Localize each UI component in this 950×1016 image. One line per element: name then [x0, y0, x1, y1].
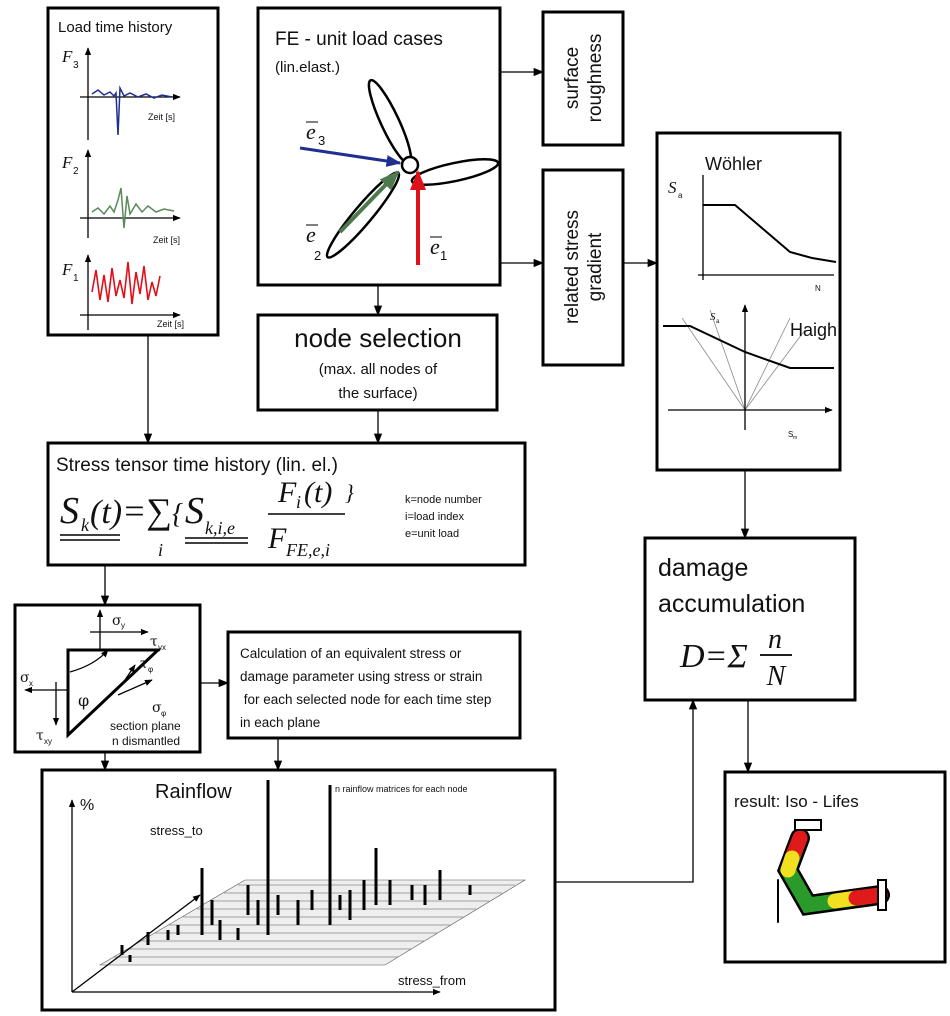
rainflow-title: Rainflow: [155, 781, 232, 803]
tau-phi: τ: [140, 656, 148, 672]
shape: [795, 820, 821, 830]
tau-yx: τ: [150, 634, 158, 650]
f3-label: F: [61, 47, 73, 66]
e1-label: e: [430, 234, 440, 259]
f2-axis: Zeit [s]: [153, 235, 180, 245]
formula-part: {: [172, 499, 183, 530]
formula-part: i: [296, 492, 301, 512]
e3-label: e: [306, 119, 316, 144]
result-title: result: Iso - Lifes: [734, 792, 859, 811]
load-history-title: Load time history: [58, 19, 173, 36]
f2-label: F: [61, 153, 73, 172]
diagram: Load time history F 3 Zeit [s] F 2 Zeit …: [0, 0, 950, 1016]
formula-note: i=load index: [405, 511, 465, 523]
damage-formula-lhs: D=Σ: [679, 638, 748, 675]
stress-tensor-title: Stress tensor time history (lin. el.): [56, 455, 338, 476]
body: Load time history F 3 Zeit [s] F 2 Zeit …: [0, 0, 950, 1016]
f3-axis: Zeit [s]: [148, 112, 175, 122]
e2-sub: 2: [314, 248, 321, 263]
line-shape: [555, 700, 693, 882]
sigma-x-sub: x: [29, 679, 33, 688]
surface-roughness-box: [543, 12, 623, 145]
calculation-line: in each plane: [240, 715, 320, 730]
f1-axis: Zeit [s]: [157, 319, 184, 329]
e3-sub: 3: [318, 133, 325, 148]
tau-xy-sub: xy: [44, 737, 52, 746]
formula-part: (t): [304, 476, 332, 509]
f1-sub: 1: [73, 273, 79, 284]
node-selection-title: node selection: [294, 323, 462, 353]
surface-roughness-line: surface: [562, 47, 583, 109]
rainflow-y-label: %: [80, 797, 94, 814]
calculation-line: for each selected node for each time ste…: [240, 692, 491, 707]
fe-subtitle: (lin.elast.): [275, 59, 340, 76]
rainflow-axis-from: stress_from: [398, 973, 466, 988]
formula-part: (t): [90, 494, 122, 531]
formula-part: F: [267, 522, 287, 555]
woehler-title: Wöhler: [705, 154, 762, 174]
sigma-phi-sub: φ: [161, 709, 166, 718]
formula-part: FE,e,i: [285, 540, 330, 560]
tau-phi-sub: φ: [148, 665, 153, 674]
woehler-y-sub: a: [678, 191, 683, 200]
calculation-line: damage parameter using stress or strain: [240, 669, 482, 684]
sigma-y-sub: y: [121, 621, 125, 630]
e1-sub: 1: [440, 248, 447, 263]
f2-sub: 2: [73, 166, 79, 177]
woehler-haigh-box: [657, 133, 840, 470]
damage-formula-numerator: n: [768, 624, 782, 655]
formula-part: =∑: [122, 491, 172, 531]
formula-part: k: [81, 515, 90, 535]
stress-gradient-line: related stress: [562, 210, 583, 324]
shape: [402, 157, 418, 173]
stress-gradient-line: gradient: [585, 232, 606, 301]
shape: [878, 880, 886, 910]
formula-note: e=unit load: [405, 528, 459, 540]
f1-label: F: [61, 260, 73, 279]
f3-sub: 3: [73, 60, 79, 71]
tau-yx-sub: yx: [158, 643, 166, 652]
formula-part: }: [345, 480, 354, 505]
rainflow-axis-to: stress_to: [150, 823, 203, 838]
phi: φ: [78, 691, 89, 710]
formula-part: k,i,e: [205, 518, 235, 538]
line-shape: [788, 858, 792, 870]
e2-label: e: [306, 222, 316, 247]
rainflow-note: n rainflow matrices for each node: [335, 784, 468, 794]
page: Fatigue analysis workflow { "load_histor…: [0, 0, 950, 1016]
fe-title: FE - unit load cases: [275, 29, 443, 50]
calculation-line: Calculation of an equivalent stress or: [240, 646, 462, 661]
line-shape: [856, 895, 880, 898]
damage-formula-denominator: N: [766, 661, 787, 692]
stress-gradient-box: [543, 170, 623, 365]
node-selection-line: (max. all nodes of: [319, 361, 438, 378]
tau-xy: τ: [36, 728, 44, 744]
surface-roughness-line: roughness: [585, 34, 606, 123]
haigh-x-sub: m: [793, 435, 797, 441]
haigh-title: Haigh: [790, 320, 837, 340]
damage-line: accumulation: [658, 590, 805, 618]
woehler-x-label: N: [815, 284, 821, 293]
node-selection-line: the surface): [338, 385, 417, 402]
damage-line: damage: [658, 554, 748, 582]
section-line: section plane: [110, 719, 181, 733]
formula-part: S: [185, 490, 204, 532]
woehler-y-label: S: [668, 178, 677, 197]
formula-part: i: [158, 540, 163, 560]
section-line: n dismantled: [112, 734, 180, 748]
formula-note: k=node number: [405, 494, 482, 506]
formula-part: F: [277, 476, 297, 509]
formula-part: S: [60, 490, 79, 532]
